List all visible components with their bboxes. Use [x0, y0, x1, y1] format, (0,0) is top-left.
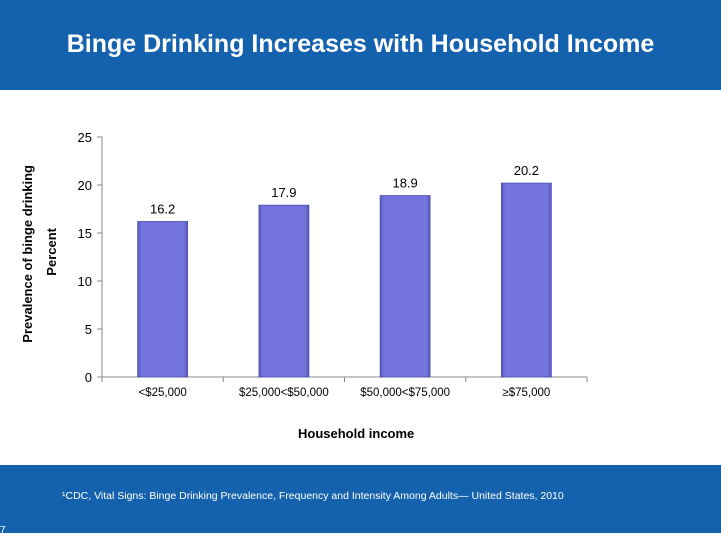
- footer-banner: ¹CDC, Vital Signs: Binge Drinking Preval…: [0, 465, 721, 536]
- y-tick-label: 25: [78, 130, 92, 145]
- source-citation: ¹CDC, Vital Signs: Binge Drinking Preval…: [62, 490, 564, 502]
- x-tick-label: $50,000<$75,000: [360, 387, 450, 399]
- data-label: 16.2: [150, 201, 175, 216]
- y-tick-label: 20: [78, 178, 92, 193]
- y-tick-label: 5: [85, 322, 92, 337]
- x-tick-label: ≥$75,000: [502, 387, 550, 399]
- y-axis-label-secondary: Prevalence of binge drinking: [20, 165, 35, 343]
- bar: [500, 182, 552, 378]
- x-tick-label: $25,000<$50,000: [239, 387, 329, 399]
- x-tick-label: <$25,000: [138, 387, 186, 399]
- bar: [258, 204, 310, 378]
- data-label: 20.2: [514, 163, 539, 178]
- x-axis-label: Household income: [298, 426, 415, 441]
- y-tick-label: 10: [78, 274, 92, 289]
- y-tick-label: 15: [78, 226, 92, 241]
- data-label: 18.9: [392, 176, 417, 191]
- bar: [137, 221, 189, 378]
- y-tick-label: 0: [85, 370, 92, 385]
- data-label: 17.9: [271, 185, 296, 200]
- header-banner: Binge Drinking Increases with Household …: [0, 0, 721, 90]
- y-axis-label: Percent: [44, 228, 59, 276]
- slide-title: Binge Drinking Increases with Household …: [66, 30, 655, 58]
- page-number: 7: [0, 525, 6, 536]
- bar: [379, 195, 431, 378]
